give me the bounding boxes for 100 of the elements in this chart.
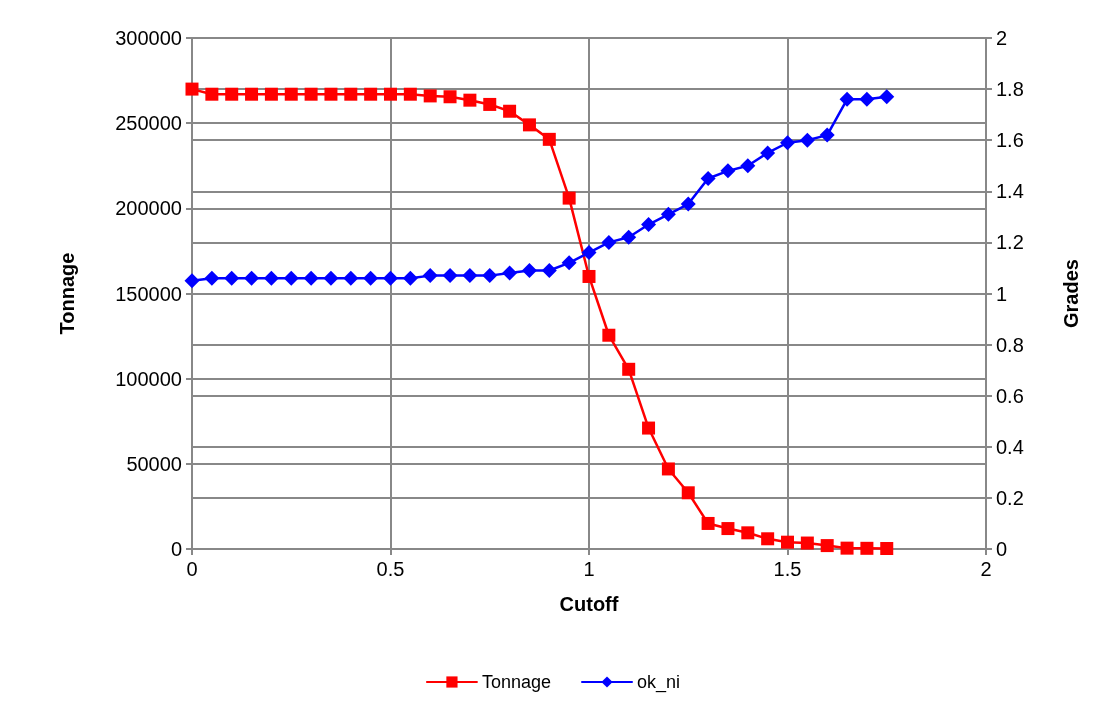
point bbox=[542, 132, 556, 146]
y-tick-label: 50000 bbox=[126, 452, 182, 475]
point bbox=[840, 541, 854, 555]
y2-tick-label: 1.4 bbox=[996, 180, 1024, 203]
point bbox=[720, 163, 736, 179]
point bbox=[324, 87, 338, 101]
point bbox=[521, 263, 537, 279]
point bbox=[422, 268, 438, 284]
point bbox=[245, 87, 259, 101]
y2-tick-label: 0.6 bbox=[996, 384, 1024, 407]
point bbox=[819, 127, 835, 143]
point bbox=[781, 535, 794, 549]
point bbox=[541, 263, 557, 279]
point bbox=[839, 91, 855, 107]
point bbox=[185, 82, 199, 96]
point bbox=[205, 87, 219, 101]
point bbox=[641, 217, 657, 233]
point bbox=[284, 87, 298, 101]
point bbox=[264, 87, 278, 101]
point bbox=[642, 421, 656, 435]
point bbox=[799, 132, 815, 148]
point bbox=[463, 93, 477, 107]
point bbox=[522, 118, 536, 132]
x-tick-label: 2 bbox=[980, 558, 992, 580]
point bbox=[700, 171, 716, 187]
point bbox=[343, 270, 359, 286]
point bbox=[879, 89, 895, 105]
point bbox=[323, 270, 339, 286]
point bbox=[423, 89, 437, 103]
point bbox=[601, 234, 617, 250]
point bbox=[224, 270, 240, 286]
point bbox=[562, 191, 576, 205]
point bbox=[304, 87, 318, 101]
x-tick-label: 0 bbox=[186, 558, 198, 580]
point bbox=[680, 196, 696, 212]
x-tick-label: 1 bbox=[583, 558, 595, 580]
y-tick-label: 250000 bbox=[115, 112, 182, 135]
point bbox=[820, 539, 834, 553]
point bbox=[859, 91, 875, 107]
point bbox=[860, 541, 874, 555]
point bbox=[880, 541, 894, 555]
point bbox=[561, 255, 577, 271]
point bbox=[363, 270, 379, 286]
legend-label: Tonnage bbox=[481, 672, 552, 692]
point bbox=[462, 268, 478, 284]
y2-tick-label: 0.2 bbox=[996, 486, 1024, 509]
x-axis-title: Cutoff bbox=[559, 593, 619, 615]
y2-tick-label: 1.6 bbox=[996, 129, 1024, 152]
point bbox=[503, 104, 517, 118]
point bbox=[443, 90, 457, 104]
y-axis-title: Tonnage bbox=[56, 252, 78, 335]
y-tick-label: 100000 bbox=[115, 367, 182, 390]
y2-tick-label: 2 bbox=[996, 27, 1008, 49]
point bbox=[721, 522, 735, 536]
point bbox=[403, 87, 417, 101]
y2-tick-label: 0 bbox=[996, 538, 1008, 560]
point bbox=[581, 245, 597, 261]
x-tick-label: 0.5 bbox=[376, 558, 405, 580]
y2-tick-label: 1 bbox=[996, 282, 1008, 305]
point bbox=[344, 87, 358, 101]
point bbox=[741, 526, 755, 540]
point bbox=[244, 270, 260, 286]
point bbox=[660, 206, 676, 222]
point bbox=[621, 229, 637, 245]
y2-tick-label: 0.8 bbox=[996, 333, 1024, 356]
legend-label: ok_ni bbox=[637, 672, 681, 693]
point bbox=[204, 270, 220, 286]
point bbox=[482, 268, 498, 284]
point bbox=[622, 362, 636, 376]
point bbox=[402, 270, 418, 286]
point bbox=[364, 87, 378, 101]
point bbox=[283, 270, 299, 286]
point bbox=[582, 269, 596, 283]
point bbox=[761, 532, 775, 546]
y-tick-label: 300000 bbox=[115, 27, 182, 49]
y2-tick-label: 0.4 bbox=[996, 435, 1024, 458]
y-tick-label: 150000 bbox=[115, 282, 182, 305]
point bbox=[502, 265, 518, 281]
point bbox=[760, 145, 776, 161]
point bbox=[303, 270, 319, 286]
y2-axis-title: Grades bbox=[1060, 259, 1082, 328]
point bbox=[701, 516, 715, 530]
point bbox=[740, 158, 756, 174]
point bbox=[225, 87, 239, 101]
point bbox=[263, 270, 279, 286]
y-tick-label: 0 bbox=[170, 538, 182, 560]
y-tick-label: 200000 bbox=[115, 197, 182, 220]
point bbox=[383, 270, 398, 286]
y2-tick-label: 1.2 bbox=[996, 231, 1024, 254]
point bbox=[384, 87, 397, 101]
point bbox=[483, 97, 497, 111]
point bbox=[780, 135, 795, 151]
point bbox=[681, 486, 695, 500]
x-tick-label: 1.5 bbox=[773, 558, 802, 580]
point bbox=[602, 328, 616, 342]
point bbox=[442, 268, 458, 284]
point bbox=[800, 536, 814, 550]
y2-tick-label: 1.8 bbox=[996, 78, 1024, 101]
point bbox=[661, 462, 675, 476]
point bbox=[184, 273, 200, 289]
